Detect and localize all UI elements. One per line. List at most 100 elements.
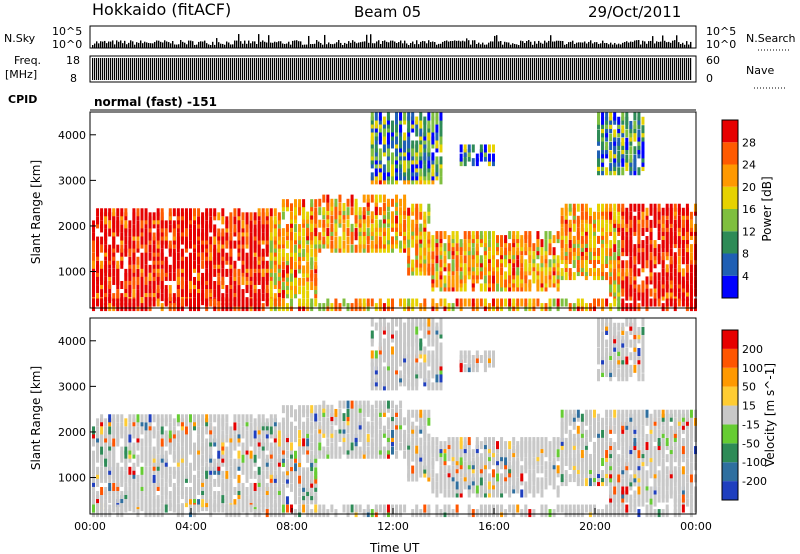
- power-cell: [463, 243, 467, 252]
- velocity-cell: [427, 433, 431, 442]
- freq-bar: [630, 58, 632, 80]
- power-cell: [512, 247, 516, 256]
- freq-bar: [420, 58, 422, 80]
- velocity-cell: [318, 509, 322, 518]
- power-colorbar-tick: 20: [742, 181, 756, 194]
- power-cell: [512, 279, 516, 288]
- power-cell: [685, 227, 689, 236]
- power-cell: [314, 261, 318, 270]
- ytick-label: 3000: [58, 174, 86, 187]
- velocity-cell: [395, 504, 399, 513]
- power-cell: [681, 248, 685, 257]
- velocity-cell: [294, 409, 298, 418]
- power-cell: [443, 259, 447, 268]
- velocity-cell: [265, 495, 269, 504]
- power-cell: [221, 260, 225, 269]
- power-cell: [621, 211, 625, 220]
- power-cell: [176, 220, 180, 229]
- nsky-bar: [102, 41, 104, 48]
- freq-bar: [244, 58, 246, 80]
- power-cell: [180, 216, 184, 225]
- velocity-cell: [132, 487, 136, 496]
- power-cell: [184, 212, 188, 221]
- power-cell: [362, 223, 366, 232]
- velocity-cell: [285, 413, 289, 422]
- power-cell: [160, 224, 164, 233]
- power-cell: [459, 275, 463, 284]
- power-cell: [427, 251, 431, 260]
- power-cell: [483, 243, 487, 252]
- velocity-cell: [132, 499, 136, 508]
- velocity-cell: [233, 466, 237, 475]
- power-cell: [516, 239, 520, 248]
- power-cell: [225, 293, 229, 302]
- power-cell: [148, 272, 152, 281]
- power-cell: [677, 215, 681, 224]
- velocity-cell: [221, 454, 225, 463]
- velocity-cell: [338, 400, 342, 409]
- power-cell: [621, 298, 625, 307]
- velocity-cell: [411, 509, 415, 518]
- power-cell: [475, 267, 479, 276]
- power-cell: [459, 247, 463, 256]
- velocity-cell: [390, 408, 394, 417]
- power-cell: [362, 244, 366, 253]
- power-cell: [386, 112, 390, 121]
- velocity-cell: [322, 404, 326, 413]
- power-cell: [613, 232, 617, 241]
- velocity-cell: [92, 450, 96, 459]
- velocity-cell: [411, 350, 415, 359]
- power-cell: [649, 268, 653, 277]
- power-cell: [217, 281, 221, 290]
- velocity-cell: [289, 409, 293, 418]
- velocity-cell: [172, 504, 176, 513]
- velocity-cell: [326, 421, 330, 430]
- power-cell: [298, 257, 302, 266]
- nsky-bar: [480, 44, 482, 48]
- power-cell: [483, 231, 487, 240]
- power-cell: [205, 244, 209, 253]
- power-cell: [548, 231, 552, 240]
- power-cell: [645, 248, 649, 257]
- power-cell: [512, 303, 516, 312]
- velocity-cell: [443, 477, 447, 486]
- velocity-cell: [116, 509, 120, 518]
- nsky-bar: [154, 41, 156, 48]
- velocity-cell: [310, 459, 314, 468]
- power-cell: [601, 158, 605, 167]
- nsky-bar: [506, 42, 508, 48]
- power-cell: [665, 264, 669, 273]
- power-cell: [241, 268, 245, 277]
- power-cell: [625, 163, 629, 172]
- velocity-cell: [104, 426, 108, 435]
- power-cell: [427, 215, 431, 224]
- power-cell: [560, 298, 564, 307]
- velocity-cell: [160, 430, 164, 439]
- velocity-cell: [225, 470, 229, 479]
- power-cell: [601, 142, 605, 151]
- power-cell: [681, 227, 685, 236]
- power-cell: [576, 256, 580, 265]
- power-cell: [617, 260, 621, 269]
- power-cell: [439, 144, 443, 153]
- power-cell: [609, 215, 613, 224]
- power-cell: [217, 276, 221, 285]
- power-cell: [160, 228, 164, 237]
- power-cell: [447, 251, 451, 260]
- nsearch-tick-top: 10^5: [706, 25, 736, 38]
- velocity-cell: [326, 408, 330, 417]
- power-cell: [621, 125, 625, 134]
- power-cell: [217, 264, 221, 273]
- velocity-cell: [205, 442, 209, 451]
- power-cell: [685, 203, 689, 212]
- power-cell: [512, 255, 516, 264]
- power-cell: [689, 223, 693, 232]
- power-cell: [201, 260, 205, 269]
- power-cell: [609, 203, 613, 212]
- power-cell: [548, 279, 552, 288]
- power-cell: [500, 239, 504, 248]
- velocity-cell: [431, 437, 435, 446]
- velocity-cell: [423, 441, 427, 450]
- velocity-cell: [156, 503, 160, 512]
- power-cell: [366, 194, 370, 203]
